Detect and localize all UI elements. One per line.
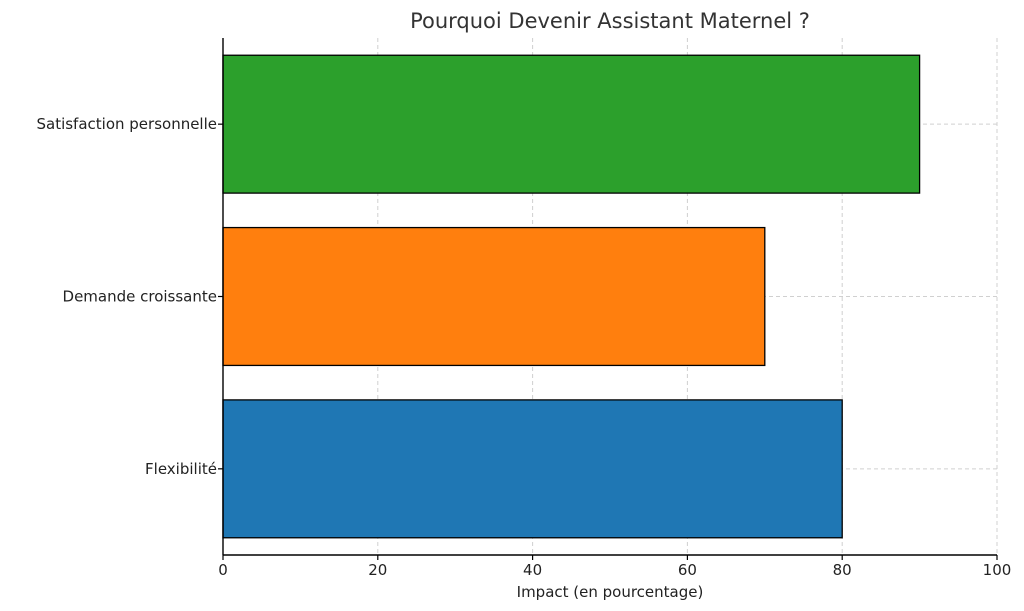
tick-labels: 0 20 40 60 80 100 Flexibilité Demande croissant… (36, 115, 1011, 579)
x-tick-label: 100 (983, 561, 1012, 579)
y-tick-label: Flexibilité (145, 460, 217, 478)
bar-0 (222, 399, 843, 539)
chart-title: Pourquoi Devenir Assistant Maternel ? (410, 9, 810, 33)
bar-2 (222, 54, 921, 194)
y-tick-label: Satisfaction personnelle (36, 115, 217, 133)
x-tick-label: 0 (218, 561, 228, 579)
bar-1 (222, 226, 766, 367)
x-tick-label: 80 (833, 561, 852, 579)
x-tick-label: 40 (523, 561, 542, 579)
x-axis-label: Impact (en pourcentage) (517, 583, 704, 601)
y-tick-label: Demande croissante (63, 288, 217, 306)
x-tick-label: 20 (368, 561, 387, 579)
axes (218, 38, 998, 560)
x-tick-label: 60 (678, 561, 697, 579)
bars (222, 54, 921, 539)
